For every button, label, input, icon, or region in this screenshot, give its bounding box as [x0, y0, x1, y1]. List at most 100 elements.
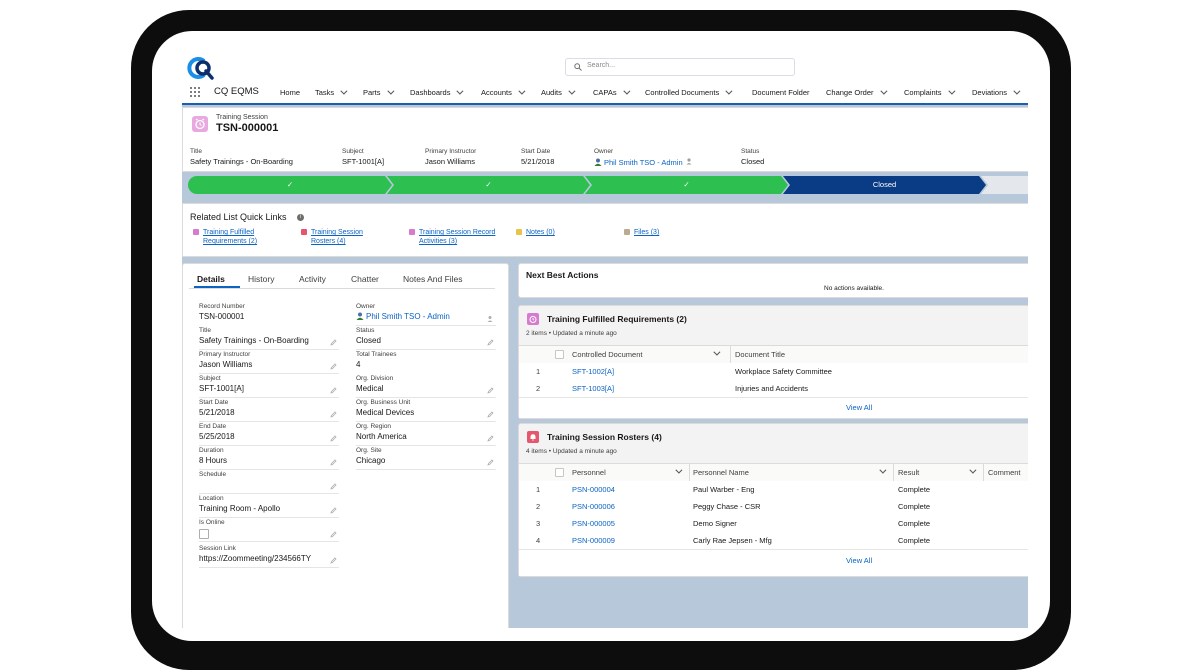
edit-pencil-icon[interactable]: [487, 411, 494, 418]
field-duration: Duration 8 Hours: [199, 447, 339, 470]
app-launcher-icon[interactable]: [190, 87, 201, 98]
col-comment[interactable]: Comment: [988, 468, 1021, 477]
chevron-down-icon: [386, 87, 394, 95]
header-field-subject: Subject SFT-1001[A]: [342, 148, 385, 166]
edit-pencil-icon[interactable]: [330, 387, 337, 394]
quick-link-rosters[interactable]: Training Session Rosters (4): [301, 228, 363, 246]
files-icon: [624, 229, 630, 235]
global-search[interactable]: Search...: [565, 58, 795, 76]
rosters-view-all-link[interactable]: View All: [846, 556, 873, 565]
tab-chatter[interactable]: Chatter: [351, 274, 379, 284]
rosters-meta: 4 items • Updated a minute ago: [526, 448, 617, 455]
edit-pencil-icon[interactable]: [330, 531, 337, 538]
change-owner-icon[interactable]: [487, 315, 494, 322]
edit-pencil-icon[interactable]: [330, 339, 337, 346]
header-field-start-date: Start Date 5/21/2018: [521, 148, 555, 166]
nav-home[interactable]: Home: [280, 88, 301, 97]
table-row: 1 PSN-000004 Paul Warber - Eng Complete: [519, 481, 1028, 499]
requirements-icon: [193, 229, 199, 235]
field-location: Location Training Room - Apollo: [199, 495, 339, 518]
personnel-link[interactable]: PSN-000005: [572, 519, 615, 528]
edit-pencil-icon[interactable]: [330, 363, 337, 370]
quick-link-notes[interactable]: Notes (0): [516, 228, 555, 237]
requirements-title[interactable]: Training Fulfilled Requirements (2): [547, 314, 687, 324]
details-card: Details History Activity Chatter Notes A…: [182, 263, 509, 628]
edit-pencil-icon[interactable]: [330, 483, 337, 490]
tab-notes-and-files[interactable]: Notes And Files: [403, 274, 463, 284]
owner-link[interactable]: Phil Smith TSO - Admin: [604, 158, 683, 167]
col-personnel[interactable]: Personnel: [572, 468, 606, 477]
nav-document-folder[interactable]: Document Folder: [752, 88, 810, 97]
search-placeholder: Search...: [587, 62, 616, 69]
chevron-down-icon: [725, 87, 733, 95]
edit-pencil-icon[interactable]: [487, 435, 494, 442]
col-document-title[interactable]: Document Title: [735, 350, 786, 359]
change-owner-icon[interactable]: [686, 157, 694, 165]
nav-deviations[interactable]: Deviations: [972, 87, 1021, 97]
nav-tasks[interactable]: Tasks: [315, 87, 348, 97]
tab-details[interactable]: Details: [197, 274, 225, 284]
chevron-down-icon[interactable]: [969, 466, 977, 474]
tab-history[interactable]: History: [248, 274, 275, 284]
quick-links-title: Related List Quick Links: [190, 212, 287, 222]
chevron-down-icon[interactable]: [879, 466, 887, 474]
edit-pencil-icon[interactable]: [330, 507, 337, 514]
edit-pencil-icon[interactable]: [330, 557, 337, 564]
app-window: Search... CQ EQMS Home Tasks Parts Dashb…: [182, 50, 1028, 628]
nav-controlled-documents[interactable]: Controlled Documents: [645, 87, 733, 97]
select-all-checkbox[interactable]: [555, 350, 564, 359]
personnel-link[interactable]: PSN-000009: [572, 536, 615, 545]
quick-link-record-activities[interactable]: Training Session Record Activities (3): [409, 228, 495, 246]
select-all-checkbox[interactable]: [555, 468, 564, 477]
document-link[interactable]: SFT-1002[A]: [572, 367, 615, 376]
owner-link[interactable]: Phil Smith TSO - Admin: [366, 312, 450, 321]
path-step-2[interactable]: ✓: [485, 180, 492, 189]
nav-capas[interactable]: CAPAs: [593, 87, 631, 97]
chevron-down-icon[interactable]: [713, 348, 721, 356]
chevron-down-icon: [340, 87, 348, 95]
col-controlled-document[interactable]: Controlled Document: [572, 350, 643, 359]
is-online-checkbox[interactable]: [199, 529, 209, 539]
edit-pencil-icon[interactable]: [330, 435, 337, 442]
requirements-meta: 2 items • Updated a minute ago: [526, 330, 617, 337]
nav-accounts[interactable]: Accounts: [481, 87, 526, 97]
rosters-title[interactable]: Training Session Rosters (4): [547, 432, 662, 442]
header-field-title: Title Safety Trainings - On-Boarding: [190, 148, 293, 166]
rosters-card: Training Session Rosters (4) 4 items • U…: [518, 423, 1028, 577]
edit-pencil-icon[interactable]: [330, 411, 337, 418]
nav-complaints[interactable]: Complaints: [904, 87, 955, 97]
path-step-3[interactable]: ✓: [683, 180, 690, 189]
session-link[interactable]: https://Zoommeeting/234566TY: [199, 554, 312, 563]
edit-pencil-icon[interactable]: [487, 459, 494, 466]
edit-pencil-icon[interactable]: [330, 459, 337, 466]
search-icon: [574, 63, 582, 71]
edit-pencil-icon[interactable]: [487, 339, 494, 346]
nav-bar: CQ EQMS Home Tasks Parts Dashboards Acco…: [182, 83, 1028, 105]
quick-link-files[interactable]: Files (3): [624, 228, 659, 237]
rosters-table-header: Personnel Personnel Name Result Comment: [519, 463, 1028, 482]
field-owner: Owner Phil Smith TSO - Admin: [356, 303, 496, 326]
field-start-date: Start Date 5/21/2018: [199, 399, 339, 422]
subject-link[interactable]: SFT-1001[A]: [342, 157, 385, 166]
nav-change-order[interactable]: Change Order: [826, 87, 887, 97]
edit-pencil-icon[interactable]: [487, 387, 494, 394]
col-result[interactable]: Result: [898, 468, 920, 477]
quick-link-fulfilled-requirements[interactable]: Training Fulfilled Requirements (2): [193, 228, 257, 246]
personnel-link[interactable]: PSN-000004: [572, 485, 615, 494]
requirements-view-all-link[interactable]: View All: [846, 403, 873, 412]
chevron-down-icon[interactable]: [675, 466, 683, 474]
table-row: 1 SFT-1002[A] Workplace Safety Committee: [519, 363, 1028, 381]
subject-link[interactable]: SFT-1001[A]: [199, 384, 244, 393]
col-personnel-name[interactable]: Personnel Name: [693, 468, 749, 477]
tab-activity[interactable]: Activity: [299, 274, 326, 284]
field-org-site: Org. Site Chicago: [356, 447, 496, 470]
chevron-down-icon: [879, 87, 887, 95]
nav-audits[interactable]: Audits: [541, 87, 576, 97]
path-step-1[interactable]: ✓: [286, 180, 294, 189]
document-link[interactable]: SFT-1003[A]: [572, 384, 615, 393]
path-step-closed[interactable]: Closed: [872, 180, 897, 189]
info-icon[interactable]: i: [297, 214, 304, 221]
personnel-link[interactable]: PSN-000006: [572, 502, 615, 511]
nav-parts[interactable]: Parts: [363, 87, 394, 97]
nav-dashboards[interactable]: Dashboards: [410, 87, 464, 97]
